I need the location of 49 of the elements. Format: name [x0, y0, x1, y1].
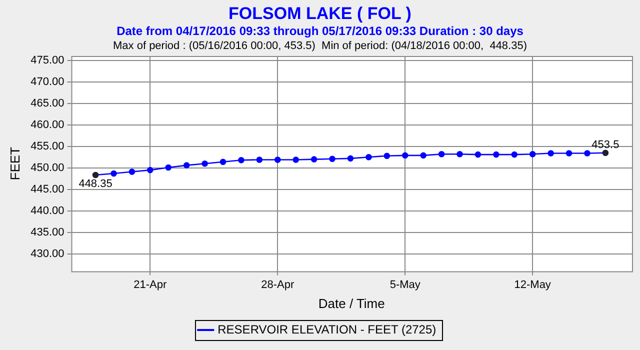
annotation: 453.5	[592, 138, 620, 151]
y-tick-label: 455.00	[30, 140, 64, 152]
point	[256, 156, 263, 163]
y-axis-title: FEET	[7, 146, 22, 180]
x-tick-label: 12-May	[514, 278, 552, 291]
y-tick-label: 470.00	[30, 76, 64, 88]
y-tick-label: 475.00	[30, 54, 64, 66]
point	[183, 162, 190, 168]
point	[438, 150, 445, 158]
point	[329, 156, 336, 162]
y-tick-label: 435.00	[30, 226, 64, 238]
point	[420, 152, 426, 159]
point	[456, 150, 463, 158]
point	[292, 156, 299, 163]
annotation: 448.35	[78, 178, 112, 190]
point	[511, 151, 518, 158]
chart-title: FOLSOM LAKE ( FOL )	[228, 4, 412, 23]
point	[310, 156, 318, 162]
point	[474, 151, 482, 158]
point	[165, 164, 172, 171]
point	[110, 170, 117, 177]
y-tick-label: 465.00	[30, 97, 64, 110]
point	[128, 168, 136, 175]
point	[220, 158, 226, 166]
point	[238, 157, 244, 164]
point	[493, 151, 500, 158]
point	[548, 150, 554, 156]
point	[402, 152, 408, 159]
point	[147, 166, 154, 174]
y-tick-label: 460.00	[30, 118, 64, 131]
text: Max of period : (05/16/2016 00:00, 453.5) Min of period: (04/18/2016 00:00, 448.35)	[112, 40, 528, 52]
chart-subtitle: Date from 04/17/2016 09:33 through 05/17/2016 09:33 Duration : 30 days	[116, 24, 524, 38]
y-tick-label: 450.00	[30, 162, 64, 174]
point	[366, 154, 372, 160]
point	[347, 155, 354, 162]
point	[584, 150, 590, 156]
y-tick-label: 445.00	[30, 183, 64, 196]
y-tick-label: 430.00	[30, 248, 64, 260]
x-tick-label: 21-Apr	[134, 278, 167, 291]
point	[274, 156, 281, 163]
y-tick-label: 440.00	[30, 204, 64, 217]
point	[202, 160, 208, 167]
point	[566, 150, 572, 156]
x-tick-label: 5-May	[390, 278, 421, 291]
point	[384, 152, 390, 160]
point	[529, 150, 536, 158]
x-axis-title: Date / Time	[318, 296, 385, 311]
legend-label: RESERVOIR ELEVATION - FEET (2725)	[218, 322, 436, 336]
x-tick-label: 28-Apr	[261, 278, 294, 291]
